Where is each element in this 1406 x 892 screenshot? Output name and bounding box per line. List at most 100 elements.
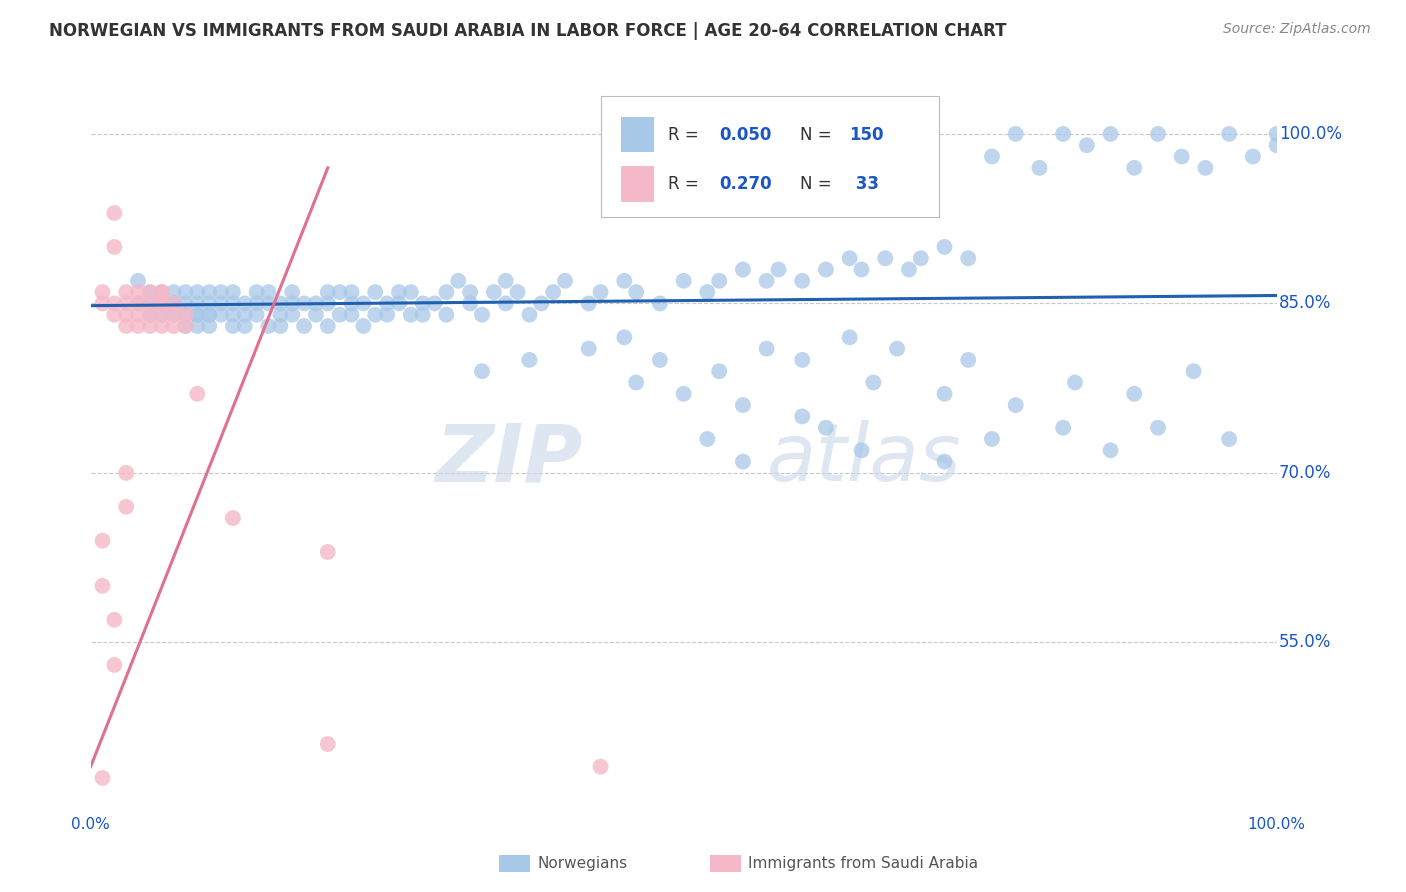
- Point: [281, 296, 304, 310]
- Point: [436, 285, 458, 299]
- Point: [174, 308, 197, 322]
- Point: [364, 308, 387, 322]
- Point: [436, 308, 458, 322]
- Point: [672, 386, 695, 401]
- Point: [115, 466, 138, 480]
- Point: [471, 364, 494, 378]
- Point: [1170, 149, 1192, 163]
- Point: [755, 342, 778, 356]
- Point: [209, 308, 232, 322]
- Text: ZIP: ZIP: [436, 420, 583, 499]
- Point: [672, 274, 695, 288]
- Text: R =: R =: [668, 175, 704, 193]
- Point: [458, 285, 481, 299]
- Point: [115, 308, 138, 322]
- Point: [222, 296, 245, 310]
- Point: [150, 318, 173, 333]
- Point: [589, 759, 612, 773]
- Point: [506, 285, 529, 299]
- Point: [150, 308, 173, 322]
- Point: [482, 285, 505, 299]
- Text: R =: R =: [668, 126, 704, 144]
- Point: [814, 262, 837, 277]
- Point: [709, 364, 731, 378]
- Point: [755, 274, 778, 288]
- Point: [340, 285, 363, 299]
- Point: [1218, 127, 1240, 141]
- Point: [269, 308, 291, 322]
- Point: [162, 318, 184, 333]
- Point: [174, 308, 197, 322]
- Point: [139, 308, 162, 322]
- Point: [624, 285, 647, 299]
- Point: [174, 296, 197, 310]
- Point: [91, 771, 114, 785]
- Bar: [621, 166, 654, 202]
- Point: [541, 285, 564, 299]
- Point: [981, 149, 1004, 163]
- Point: [851, 443, 873, 458]
- Text: NORWEGIAN VS IMMIGRANTS FROM SAUDI ARABIA IN LABOR FORCE | AGE 20-64 CORRELATION: NORWEGIAN VS IMMIGRANTS FROM SAUDI ARABI…: [49, 22, 1007, 40]
- Point: [316, 318, 339, 333]
- Point: [364, 285, 387, 299]
- Point: [1099, 443, 1122, 458]
- Point: [388, 296, 411, 310]
- Point: [792, 409, 814, 424]
- Point: [174, 285, 197, 299]
- Point: [91, 579, 114, 593]
- Point: [198, 296, 221, 310]
- Point: [329, 285, 352, 299]
- Text: N =: N =: [800, 126, 837, 144]
- Point: [115, 296, 138, 310]
- Point: [709, 274, 731, 288]
- Point: [731, 398, 754, 412]
- Point: [150, 296, 173, 310]
- Point: [150, 308, 173, 322]
- Point: [162, 285, 184, 299]
- Point: [103, 206, 125, 220]
- Point: [1194, 161, 1216, 175]
- Point: [352, 296, 374, 310]
- Point: [246, 296, 269, 310]
- Text: 100.0%: 100.0%: [1279, 125, 1341, 143]
- Point: [174, 318, 197, 333]
- Point: [257, 318, 280, 333]
- Point: [578, 296, 600, 310]
- Point: [519, 308, 541, 322]
- Point: [412, 308, 434, 322]
- Point: [209, 296, 232, 310]
- Point: [115, 318, 138, 333]
- Point: [1099, 127, 1122, 141]
- Point: [957, 251, 980, 265]
- Point: [1147, 420, 1170, 434]
- Point: [388, 285, 411, 299]
- Point: [198, 285, 221, 299]
- Point: [150, 285, 173, 299]
- Text: 150: 150: [849, 126, 884, 144]
- Point: [731, 262, 754, 277]
- Point: [589, 285, 612, 299]
- Text: Source: ZipAtlas.com: Source: ZipAtlas.com: [1223, 22, 1371, 37]
- Point: [886, 342, 908, 356]
- Point: [186, 296, 208, 310]
- Point: [162, 296, 184, 310]
- Point: [934, 454, 956, 468]
- Point: [127, 285, 149, 299]
- Point: [186, 285, 208, 299]
- Point: [648, 352, 671, 367]
- Point: [1218, 432, 1240, 446]
- Point: [458, 296, 481, 310]
- Point: [127, 318, 149, 333]
- Point: [1028, 161, 1050, 175]
- Point: [127, 296, 149, 310]
- Point: [316, 737, 339, 751]
- Point: [613, 274, 636, 288]
- Text: Immigrants from Saudi Arabia: Immigrants from Saudi Arabia: [748, 856, 979, 871]
- Point: [329, 308, 352, 322]
- Point: [139, 318, 162, 333]
- Point: [162, 296, 184, 310]
- Point: [222, 285, 245, 299]
- Point: [792, 274, 814, 288]
- Point: [186, 308, 208, 322]
- Text: 0.270: 0.270: [720, 175, 772, 193]
